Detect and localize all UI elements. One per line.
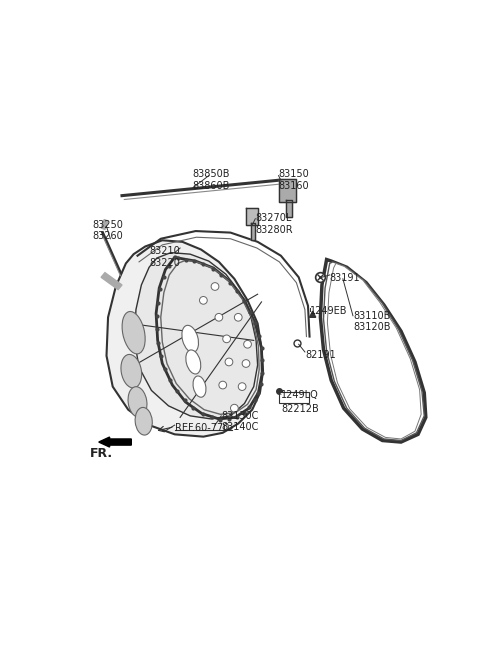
Circle shape [234, 314, 242, 321]
Text: 1249LQ: 1249LQ [281, 390, 319, 400]
Polygon shape [310, 311, 316, 317]
FancyBboxPatch shape [279, 392, 309, 403]
Text: 82212B: 82212B [281, 403, 319, 413]
Ellipse shape [121, 354, 142, 388]
Ellipse shape [128, 386, 147, 417]
Text: 83250
83260: 83250 83260 [93, 219, 123, 240]
Polygon shape [107, 240, 263, 437]
Ellipse shape [135, 407, 152, 435]
Ellipse shape [122, 312, 145, 354]
Polygon shape [321, 259, 426, 442]
Text: 83150
83160: 83150 83160 [278, 170, 309, 191]
Text: 83191: 83191 [330, 272, 360, 283]
Polygon shape [134, 253, 258, 419]
Circle shape [238, 383, 246, 390]
Polygon shape [279, 179, 296, 202]
Circle shape [219, 381, 227, 389]
Text: 83850B
83860B: 83850B 83860B [192, 170, 230, 191]
FancyArrow shape [99, 437, 132, 447]
Circle shape [230, 404, 238, 412]
Polygon shape [246, 208, 258, 225]
Circle shape [200, 297, 207, 304]
Circle shape [244, 341, 252, 348]
Polygon shape [327, 263, 421, 439]
Text: 1249EB: 1249EB [310, 306, 347, 316]
Text: 83270L
83280R: 83270L 83280R [255, 214, 293, 234]
Text: 83210
83220: 83210 83220 [149, 246, 180, 268]
Circle shape [215, 314, 223, 321]
Text: 83110B
83120B: 83110B 83120B [353, 311, 390, 332]
Circle shape [242, 360, 250, 367]
Polygon shape [101, 272, 122, 290]
Ellipse shape [193, 376, 206, 397]
Polygon shape [251, 223, 255, 240]
Text: 82191: 82191 [305, 350, 336, 360]
Polygon shape [324, 262, 424, 441]
Circle shape [223, 335, 230, 343]
Polygon shape [286, 200, 292, 217]
Polygon shape [101, 219, 108, 229]
Ellipse shape [182, 326, 199, 352]
Text: 83130C
83140C: 83130C 83140C [221, 411, 259, 432]
Text: REF.60-770: REF.60-770 [175, 422, 229, 433]
Circle shape [211, 283, 219, 290]
Text: FR.: FR. [89, 447, 113, 460]
Ellipse shape [186, 350, 201, 374]
Circle shape [225, 358, 233, 365]
